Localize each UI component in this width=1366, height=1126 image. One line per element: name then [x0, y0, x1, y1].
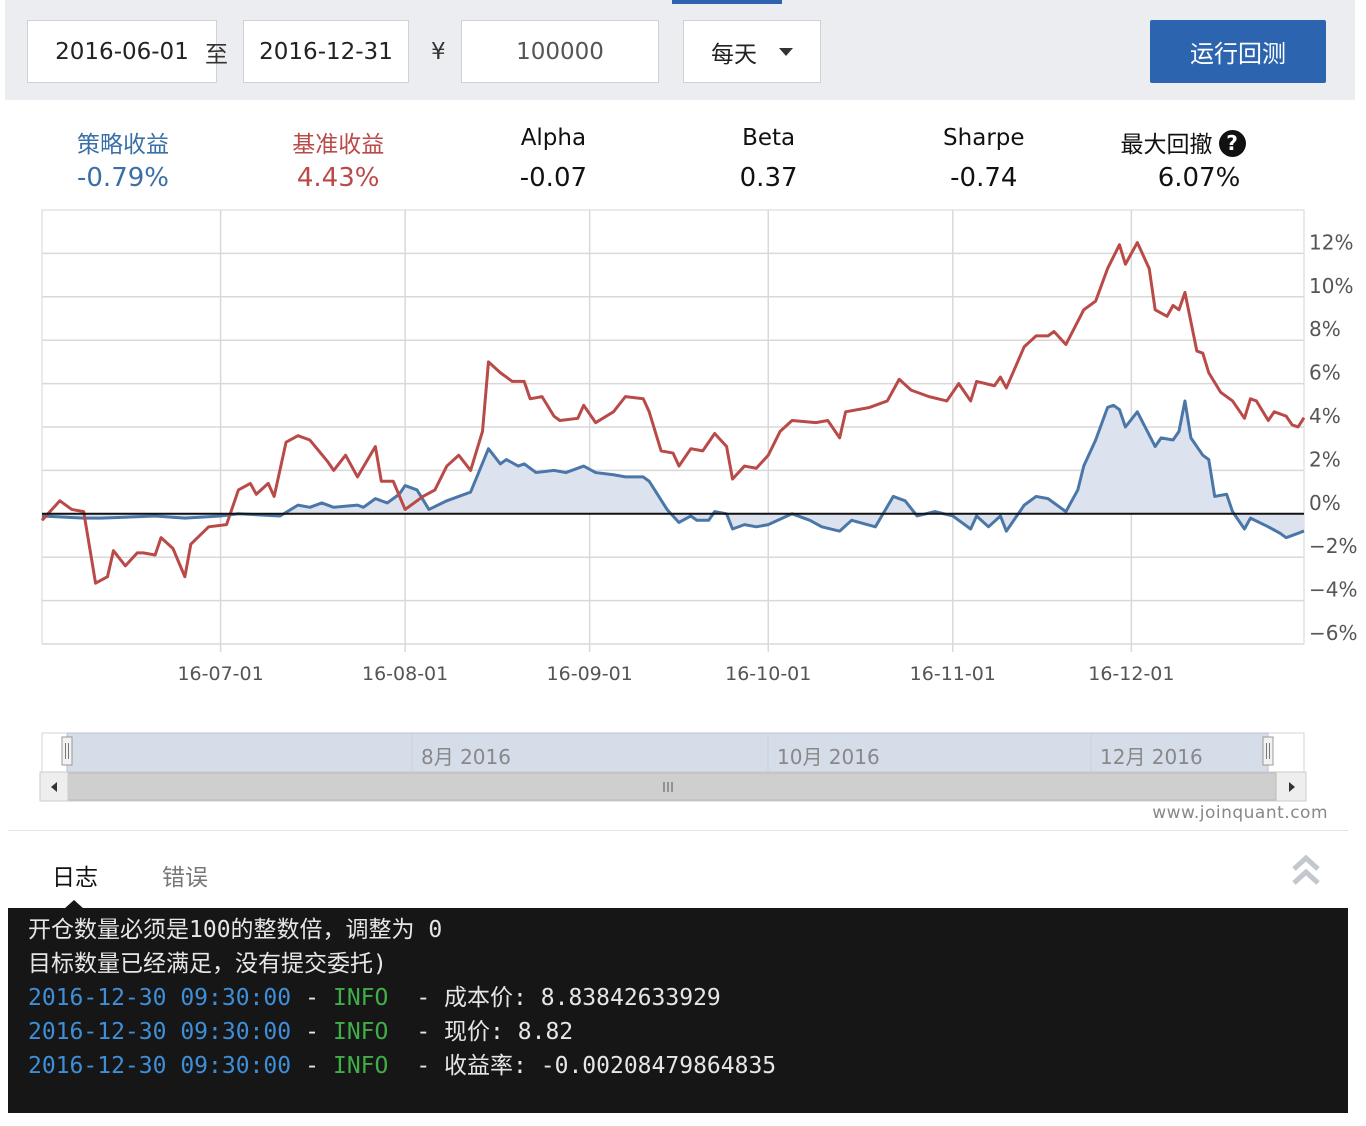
metric-label: 策略收益: [77, 132, 169, 158]
y-tick-label: 10%: [1309, 274, 1353, 298]
scroll-arrow-left: [51, 782, 57, 792]
to-label: 至: [205, 41, 228, 68]
active-tab-indicator: [672, 0, 782, 4]
series-line: [40, 241, 1306, 585]
capital-input[interactable]: 100000: [461, 20, 659, 83]
navigator-label: 10月 2016: [777, 745, 880, 769]
log-time: 2016-12-30 09:30:00: [28, 1019, 292, 1045]
series-line: [41, 399, 1305, 540]
metric-label: 最大回撤?: [1083, 125, 1283, 159]
log-message: - 现价: 8.82: [416, 1019, 574, 1045]
metric-value: -0.07: [519, 163, 588, 193]
log-message: - 成本价: 8.83842633929: [416, 985, 721, 1011]
navigator-selection: [66, 732, 1269, 773]
log-line: 开仓数量必须是100的整数倍，调整为 0: [28, 917, 443, 943]
scrollbar[interactable]: [39, 771, 1307, 802]
frequency-select[interactable]: 每天: [683, 20, 821, 83]
capital: 100000: [516, 38, 604, 65]
log-line: 2016-12-30 09:30:00- INFO - 收益率: -0.002084…: [28, 1046, 776, 1080]
y-tick-label: 8%: [1309, 317, 1341, 341]
log-separator: -: [305, 1053, 319, 1079]
metric-label: 基准收益: [292, 132, 385, 158]
log-level: INFO: [332, 1053, 389, 1079]
y-tick-label: 2%: [1309, 447, 1341, 471]
chart: 16-07-01 16-08-01 16-09-01 16-10-01 16-11-01…: [39, 209, 1358, 802]
x-tick-label: 16-10-01: [725, 663, 811, 685]
y-tick-label: −4%: [1309, 578, 1358, 602]
log-line: 2016-12-30 09:30:00- INFO - 现价: 8.82: [28, 1012, 573, 1046]
chevron: [1292, 854, 1320, 871]
error-tab[interactable]: 错误: [162, 865, 208, 891]
y-tick-label: 6%: [1309, 361, 1341, 385]
navigator-handle[interactable]: [61, 736, 73, 766]
metric-value: 4.43%: [296, 163, 380, 193]
y-tick-label: 12%: [1309, 230, 1353, 254]
y-tick-label: −2%: [1309, 534, 1358, 558]
y-tick-label: 0%: [1309, 491, 1341, 515]
log-line: 2016-12-30 09:30:00- INFO - 成本价: 8.8384263…: [28, 978, 721, 1012]
x-tick-label: 16-12-01: [1088, 663, 1174, 685]
log-time: 2016-12-30 09:30:00: [28, 985, 292, 1011]
y-tick-label: −6%: [1309, 621, 1358, 645]
metric-label: Sharpe: [943, 125, 1025, 151]
navigator-handle[interactable]: [1262, 736, 1274, 766]
caret: [779, 47, 793, 56]
currency: ¥: [431, 38, 446, 65]
help-icon[interactable]: ?: [1218, 130, 1246, 157]
log-separator: -: [305, 985, 319, 1011]
start-date-input[interactable]: 2016-06-01: [27, 20, 217, 83]
tab-pointer: [64, 900, 84, 909]
end-date: 2016-12-31: [259, 38, 393, 65]
log-level: INFO: [332, 985, 389, 1011]
metric-value: -0.79%: [77, 163, 169, 193]
navigator-label: 12月 2016: [1100, 745, 1203, 769]
log-separator: -: [305, 1019, 319, 1045]
frequency: 每天: [711, 41, 757, 68]
log-panel: 开仓数量必须是100的整数倍，调整为 0 目标数量已经满足，没有提交委托) 2016…: [8, 908, 1348, 1113]
x-tick-label: 16-09-01: [547, 663, 633, 685]
x-tick-label: 16-07-01: [177, 663, 263, 685]
log-tab[interactable]: 日志: [52, 865, 98, 891]
scroll-arrow-right: [1289, 782, 1295, 792]
x-tick-label: 16-11-01: [910, 663, 996, 685]
start-date: 2016-06-01: [55, 38, 189, 65]
end-date-input[interactable]: 2016-12-31: [243, 20, 409, 83]
log-level: INFO: [332, 1019, 389, 1045]
pointer: [64, 900, 84, 909]
collapse-icon[interactable]: [1290, 852, 1322, 888]
log-message: - 收益率: -0.00208479864835: [416, 1053, 777, 1079]
run-button-label: 运行回测: [1190, 40, 1286, 68]
log-line: 目标数量已经满足，没有提交委托): [28, 951, 387, 977]
y-tick-label: 4%: [1309, 404, 1341, 428]
metric-label: Alpha: [520, 125, 587, 151]
metric-label: Beta: [742, 125, 796, 151]
metric-value: -0.74: [950, 163, 1018, 193]
handle: [61, 736, 73, 766]
run-button[interactable]: 运行回测: [1150, 20, 1326, 83]
credit: www.joinquant.com: [1152, 803, 1328, 823]
toolbar: [5, 0, 1355, 100]
handle: [1262, 736, 1274, 766]
log-time: 2016-12-30 09:30:00: [28, 1053, 292, 1079]
x-tick-label: 16-08-01: [362, 663, 448, 685]
metric-value: 0.37: [739, 163, 798, 193]
navigator-label: 8月 2016: [421, 745, 511, 769]
metric-value: 6.07%: [1157, 163, 1241, 193]
separator: [8, 830, 1348, 831]
chevron: [1292, 868, 1320, 885]
